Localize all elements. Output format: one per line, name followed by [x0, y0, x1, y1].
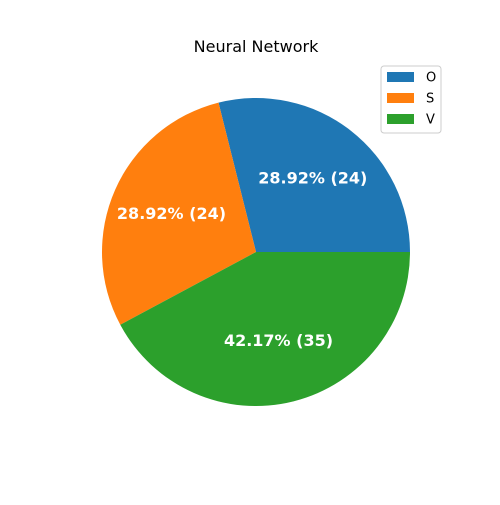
pie-slice-s: [101, 102, 256, 325]
slice-label-v: 42.17% (35): [224, 331, 333, 350]
chart-title: Neural Network: [194, 37, 319, 56]
legend-label-s: S: [426, 92, 434, 107]
legend-label-o: O: [426, 71, 436, 86]
legend-swatch-v: [387, 114, 414, 124]
slice-label-s: 28.92% (24): [117, 204, 226, 223]
legend-swatch-s: [387, 93, 414, 103]
slice-labels: 28.92% (24) 28.92% (24) 42.17% (35): [117, 169, 367, 350]
pie-slices: [101, 98, 411, 407]
pie-slice-o: [218, 98, 410, 253]
legend: OSV: [380, 65, 442, 134]
legend-swatch-o: [387, 72, 414, 82]
pie-slice-v: [120, 252, 411, 407]
legend-label-v: V: [426, 113, 435, 128]
slice-label-o: 28.92% (24): [258, 169, 367, 188]
